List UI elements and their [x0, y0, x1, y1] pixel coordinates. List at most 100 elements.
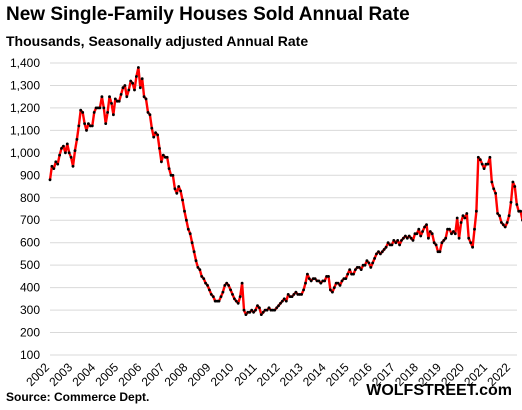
x-tick-label: 2014: [300, 360, 329, 389]
data-point: [509, 200, 513, 204]
y-tick-label: 600: [20, 236, 40, 250]
series-line: [48, 66, 522, 316]
data-point: [277, 304, 280, 307]
data-point: [246, 310, 250, 314]
chart-title: New Single-Family Houses Sold Annual Rat…: [6, 4, 410, 25]
data-point: [457, 236, 461, 240]
data-point: [263, 308, 267, 312]
data-point: [69, 155, 73, 159]
data-point: [365, 259, 369, 263]
data-point: [62, 144, 65, 148]
data-point: [177, 185, 181, 188]
data-point: [282, 297, 286, 301]
data-point: [415, 232, 419, 236]
brand-watermark: WOLFSTREET.com: [366, 382, 512, 399]
data-point: [127, 88, 131, 92]
data-point: [369, 266, 373, 269]
data-point: [281, 299, 284, 303]
x-tick-label: 2008: [162, 360, 191, 389]
data-point: [71, 164, 75, 168]
data-point: [183, 209, 186, 213]
y-tick-label: 800: [20, 191, 40, 205]
data-point: [480, 162, 484, 166]
data-point: [494, 191, 497, 195]
data-point: [432, 241, 436, 245]
data-point: [250, 308, 254, 312]
data-point: [52, 167, 56, 171]
data-point: [190, 241, 194, 245]
grid-lines: [50, 62, 517, 356]
data-point: [319, 281, 323, 285]
data-point: [256, 304, 259, 307]
data-point: [467, 236, 471, 240]
data-point: [488, 155, 492, 159]
data-point: [313, 277, 317, 280]
data-point: [186, 227, 190, 231]
y-tick-label: 700: [20, 213, 40, 227]
data-point: [173, 187, 177, 191]
y-tick-label: 900: [20, 168, 40, 182]
data-point: [77, 124, 81, 128]
data-point: [227, 284, 231, 287]
data-point: [88, 124, 92, 128]
data-point: [290, 295, 294, 298]
y-tick-label: 300: [20, 303, 40, 317]
data-point: [286, 293, 290, 296]
data-point: [279, 301, 282, 305]
data-point: [81, 111, 85, 114]
data-point: [202, 277, 206, 280]
data-point: [65, 142, 69, 146]
data-point: [112, 113, 115, 117]
series-sales: [48, 66, 522, 316]
data-point: [129, 79, 133, 83]
data-point: [154, 131, 158, 135]
data-point: [482, 167, 486, 171]
data-point: [179, 189, 183, 193]
data-point: [355, 266, 359, 269]
data-point: [161, 153, 165, 157]
data-point: [476, 155, 480, 159]
data-point: [448, 227, 451, 231]
data-point: [200, 275, 204, 278]
data-point: [469, 241, 473, 245]
data-point: [507, 214, 511, 218]
data-point: [83, 122, 86, 125]
data-point: [137, 66, 140, 69]
data-point: [421, 230, 424, 233]
data-point: [475, 209, 478, 213]
data-point: [64, 151, 67, 155]
data-point: [60, 147, 63, 150]
y-tick-label: 1,000: [10, 146, 40, 160]
data-point: [331, 290, 334, 294]
data-point: [211, 295, 215, 298]
data-point: [492, 187, 496, 191]
data-point: [459, 221, 463, 224]
data-point: [373, 257, 376, 260]
data-point: [275, 306, 279, 310]
x-tick-label: 2002: [23, 360, 52, 389]
data-point: [104, 122, 108, 125]
data-point: [344, 277, 348, 280]
data-point: [425, 223, 428, 227]
data-point: [188, 232, 192, 236]
data-point: [146, 111, 150, 114]
data-point: [108, 95, 111, 99]
data-point: [194, 259, 198, 263]
data-point: [110, 102, 113, 105]
data-point: [357, 266, 361, 269]
data-point: [171, 173, 175, 177]
data-point: [423, 225, 426, 229]
data-point: [500, 221, 503, 224]
y-tick-label: 400: [20, 281, 40, 295]
y-tick-label: 1,400: [10, 56, 40, 70]
data-point: [185, 218, 188, 222]
data-point: [284, 299, 288, 303]
data-point: [259, 313, 263, 316]
data-point: [513, 185, 517, 188]
data-point: [56, 162, 60, 166]
data-point: [175, 191, 179, 195]
data-point: [505, 221, 509, 224]
data-point: [511, 180, 515, 184]
data-point: [405, 236, 409, 240]
